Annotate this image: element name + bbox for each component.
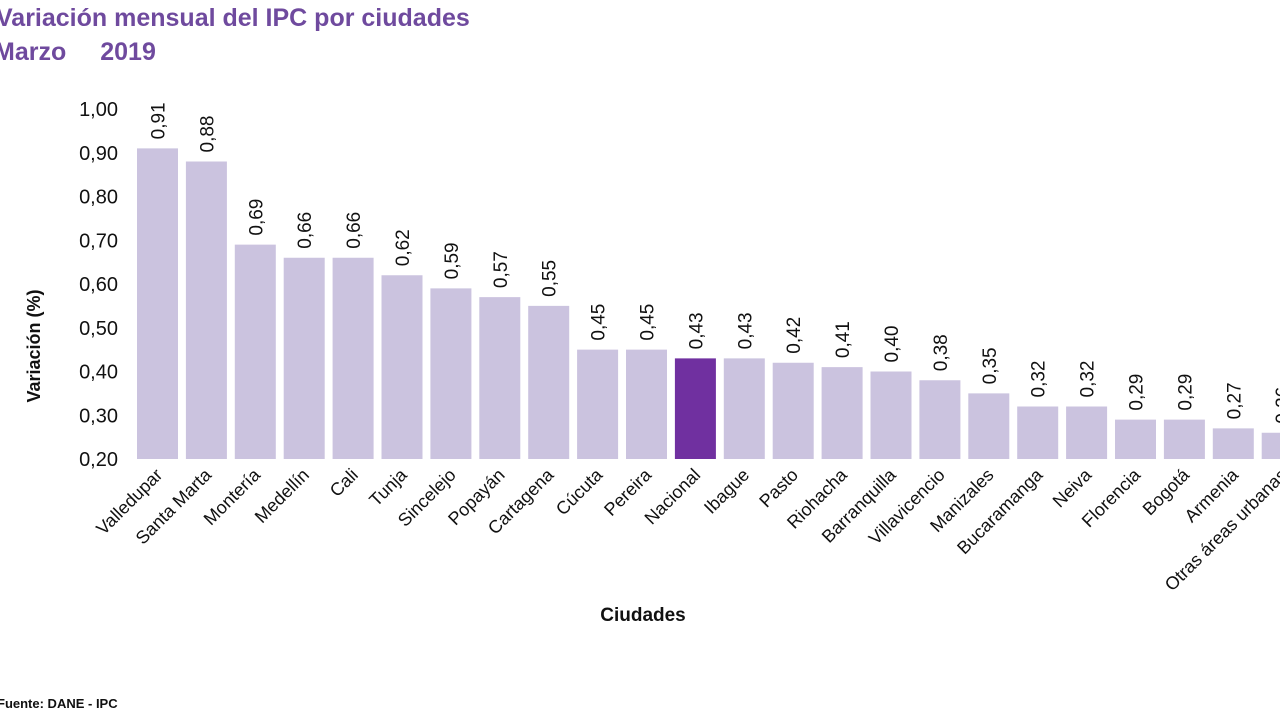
value-label: 0,29 (1175, 374, 1196, 411)
bar-22 (1212, 428, 1254, 459)
bar-9 (577, 349, 619, 459)
value-label: 0,43 (686, 312, 707, 349)
bar-13 (772, 362, 814, 459)
bar-4 (332, 257, 374, 459)
bar-6 (430, 288, 472, 459)
chart-title: Variación mensual del IPC por ciudades (0, 4, 470, 32)
value-label: 0,41 (833, 321, 854, 358)
value-label: 0,59 (442, 242, 463, 279)
y-tick-label: 0,20 (79, 449, 118, 471)
value-label: 0,55 (540, 260, 561, 297)
value-label: 0,26 (1273, 387, 1280, 424)
bar-20 (1115, 419, 1156, 459)
bar-11 (674, 358, 716, 459)
y-tick-label: 0,70 (79, 230, 118, 252)
category-label: Bucaramanga (953, 464, 1047, 558)
y-tick-label: 0,30 (79, 405, 118, 427)
value-label: 0,35 (980, 347, 1001, 384)
bar-18 (1017, 406, 1059, 459)
y-tick-label: 0,80 (79, 187, 118, 209)
bar-8 (528, 305, 570, 459)
value-label: 0,62 (393, 229, 414, 266)
value-label: 0,45 (589, 304, 610, 341)
value-label: 0,57 (491, 251, 512, 288)
bar-7 (479, 297, 521, 459)
category-label: Cúcuta (552, 464, 607, 519)
y-axis-title: Variación (%) (24, 289, 44, 402)
subtitle-month: Marzo (0, 38, 67, 66)
x-axis-title: Ciudades (600, 605, 686, 626)
value-label: 0,43 (735, 312, 756, 349)
bar-10 (626, 349, 667, 459)
y-tick-label: 0,60 (79, 274, 118, 296)
value-label: 0,91 (149, 102, 170, 139)
y-tick-label: 0,50 (79, 318, 118, 340)
value-label: 0,45 (638, 304, 659, 341)
bar-12 (723, 358, 765, 459)
bar-19 (1066, 406, 1108, 459)
bar-5 (381, 275, 423, 459)
chart-subtitle: Marzo 2019 (0, 36, 156, 68)
value-label: 0,88 (197, 116, 218, 153)
value-label: 0,32 (1078, 361, 1099, 398)
category-label: Pasto (755, 465, 802, 512)
subtitle-year: 2019 (100, 38, 156, 66)
y-tick-label: 0,40 (79, 362, 118, 384)
category-label: Tunja (365, 464, 411, 510)
value-label: 0,29 (1127, 374, 1148, 411)
y-tick-label: 0,90 (79, 143, 118, 165)
value-label: 0,69 (246, 199, 267, 236)
category-label: Ibague (700, 465, 753, 518)
y-tick-label: 1,00 (79, 99, 118, 121)
value-label: 0,66 (295, 212, 316, 249)
bar-0 (137, 148, 178, 459)
source-note: Fuente: DANE - IPC (0, 696, 118, 711)
value-label: 0,42 (784, 317, 805, 354)
bar-16 (919, 380, 961, 459)
bar-1 (185, 161, 227, 459)
bar-15 (870, 371, 912, 459)
bar-3 (283, 257, 325, 459)
bar-14 (821, 367, 863, 459)
category-label: Cali (326, 465, 362, 501)
bar-21 (1163, 419, 1205, 459)
category-label: Medellín (251, 465, 313, 527)
value-label: 0,40 (882, 326, 903, 363)
bar-2 (234, 244, 276, 459)
bar-23 (1261, 432, 1280, 459)
bar-17 (968, 393, 1010, 459)
value-label: 0,27 (1224, 382, 1245, 419)
category-label: Neiva (1049, 464, 1096, 511)
value-label: 0,32 (1029, 361, 1050, 398)
value-label: 0,66 (344, 212, 365, 249)
value-label: 0,38 (931, 334, 952, 371)
